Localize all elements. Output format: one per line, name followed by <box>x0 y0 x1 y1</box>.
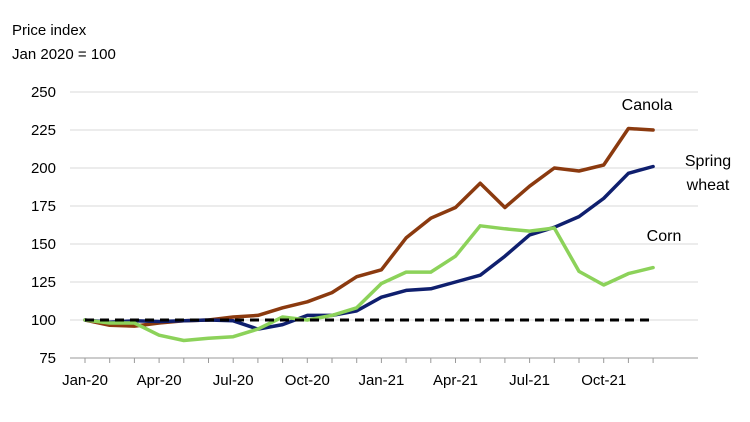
x-tick-label-jul-20: Jul-20 <box>213 372 254 389</box>
y-tick-label-100: 100 <box>31 312 56 329</box>
series-label-corn: Corn <box>647 228 682 245</box>
series-label-spring-wheat: Spring <box>685 153 731 170</box>
y-tick-label-150: 150 <box>31 236 56 253</box>
y-tick-label-75: 75 <box>39 350 56 367</box>
series-line-spring-wheat <box>83 164 655 331</box>
x-tick-label-apr-21: Apr-21 <box>433 372 478 389</box>
y-tick-label-175: 175 <box>31 198 56 215</box>
y-tick-label-200: 200 <box>31 160 56 177</box>
series-label-canola: Canola <box>622 97 673 114</box>
series-label-spring-wheat: wheat <box>686 177 730 194</box>
y-tick-label-250: 250 <box>31 84 56 101</box>
y-axis-title-line-2: Jan 2020 = 100 <box>12 46 116 63</box>
y-tick-label-225: 225 <box>31 122 56 139</box>
x-tick-label-jul-21: Jul-21 <box>509 372 550 389</box>
x-tick-label-apr-20: Apr-20 <box>137 372 182 389</box>
x-tick-label-oct-20: Oct-20 <box>285 372 330 389</box>
x-tick-label-oct-21: Oct-21 <box>581 372 626 389</box>
x-tick-label-jan-21: Jan-21 <box>358 372 404 389</box>
y-tick-label-125: 125 <box>31 274 56 291</box>
y-axis-title-line-1: Price index <box>12 22 87 39</box>
series-line-corn <box>83 224 655 343</box>
x-tick-label-jan-20: Jan-20 <box>62 372 108 389</box>
